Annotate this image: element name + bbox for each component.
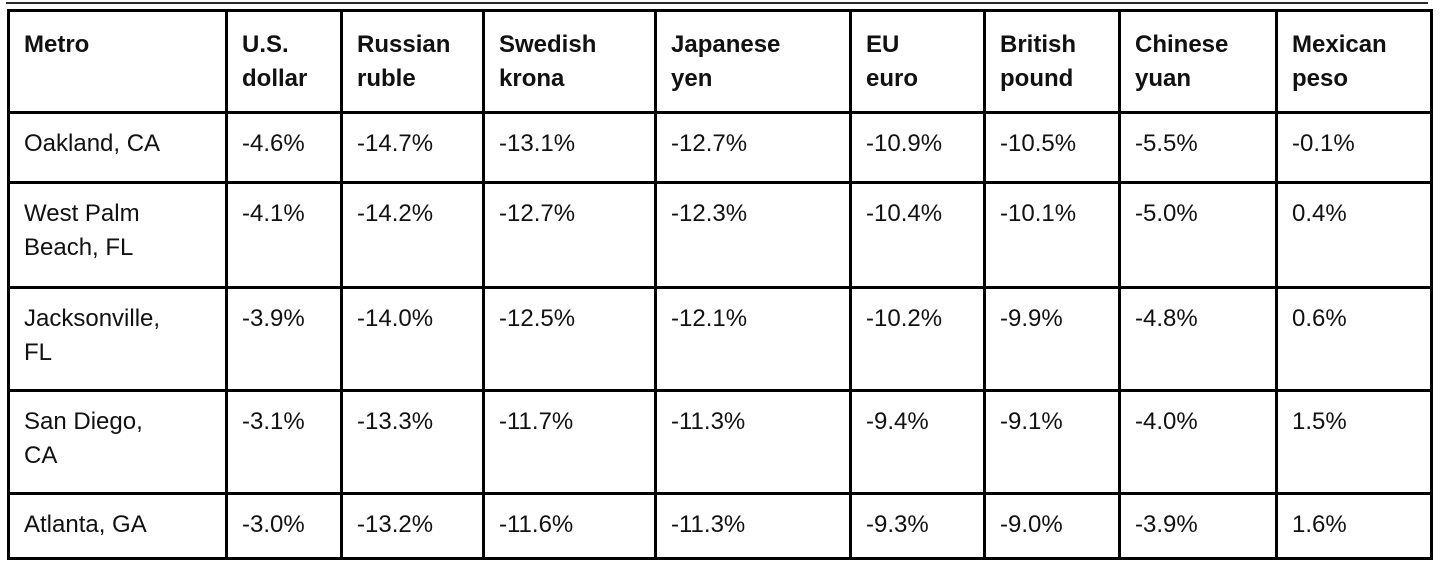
- column-header-metro: Metro: [7, 9, 228, 114]
- value-cell: -5.0%: [1118, 181, 1278, 289]
- value-cell: -10.1%: [983, 181, 1121, 289]
- value-cell: -9.1%: [983, 389, 1121, 495]
- value-cell: 0.6%: [1275, 286, 1433, 392]
- value-cell: -11.6%: [482, 492, 657, 560]
- column-header-british-pound: British pound: [983, 9, 1121, 114]
- table-row-san-diego: San Diego, CA -3.1% -13.3% -11.7% -11.3%…: [7, 389, 1433, 495]
- value-cell: -9.3%: [849, 492, 986, 560]
- value-cell: -10.2%: [849, 286, 986, 392]
- metro-cell: West Palm Beach, FL: [7, 181, 228, 289]
- value-cell: -3.0%: [225, 492, 343, 560]
- table-row-oakland: Oakland, CA -4.6% -14.7% -13.1% -12.7% -…: [7, 111, 1433, 184]
- value-cell: -4.0%: [1118, 389, 1278, 495]
- value-cell: -9.9%: [983, 286, 1121, 392]
- column-header-us-dollar: U.S. dollar: [225, 9, 343, 114]
- table-row-atlanta: Atlanta, GA -3.0% -13.2% -11.6% -11.3% -…: [7, 492, 1433, 560]
- value-cell: 0.4%: [1275, 181, 1433, 289]
- value-cell: -10.5%: [983, 111, 1121, 184]
- value-cell: -9.0%: [983, 492, 1121, 560]
- column-header-swedish-krona: Swedish krona: [482, 9, 657, 114]
- value-cell: -14.2%: [340, 181, 485, 289]
- metro-cell: Atlanta, GA: [7, 492, 228, 560]
- value-cell: -10.4%: [849, 181, 986, 289]
- value-cell: -4.8%: [1118, 286, 1278, 392]
- column-header-japanese-yen: Japanese yen: [654, 9, 852, 114]
- value-cell: -11.7%: [482, 389, 657, 495]
- value-cell: -12.3%: [654, 181, 852, 289]
- value-cell: -10.9%: [849, 111, 986, 184]
- cropped-content-edge: [6, 2, 1428, 4]
- value-cell: -3.1%: [225, 389, 343, 495]
- value-cell: -12.1%: [654, 286, 852, 392]
- value-cell: -12.5%: [482, 286, 657, 392]
- header-row: Metro U.S. dollar Russian ruble Swedish …: [7, 9, 1433, 114]
- table-row-jacksonville: Jacksonville, FL -3.9% -14.0% -12.5% -12…: [7, 286, 1433, 392]
- value-cell: -3.9%: [225, 286, 343, 392]
- value-cell: -4.1%: [225, 181, 343, 289]
- value-cell: -4.6%: [225, 111, 343, 184]
- value-cell: 1.6%: [1275, 492, 1433, 560]
- value-cell: -13.1%: [482, 111, 657, 184]
- value-cell: 1.5%: [1275, 389, 1433, 495]
- metro-cell: San Diego, CA: [7, 389, 228, 495]
- value-cell: -12.7%: [654, 111, 852, 184]
- value-cell: -11.3%: [654, 389, 852, 495]
- value-cell: -14.0%: [340, 286, 485, 392]
- value-cell: -14.7%: [340, 111, 485, 184]
- currency-depreciation-table: Metro U.S. dollar Russian ruble Swedish …: [7, 9, 1433, 560]
- value-cell: -13.3%: [340, 389, 485, 495]
- table-row-west-palm-beach: West Palm Beach, FL -4.1% -14.2% -12.7% …: [7, 181, 1433, 289]
- value-cell: -13.2%: [340, 492, 485, 560]
- value-cell: -0.1%: [1275, 111, 1433, 184]
- value-cell: -3.9%: [1118, 492, 1278, 560]
- column-header-eu-euro: EU euro: [849, 9, 986, 114]
- value-cell: -9.4%: [849, 389, 986, 495]
- value-cell: -5.5%: [1118, 111, 1278, 184]
- column-header-mexican-peso: Mexican peso: [1275, 9, 1433, 114]
- column-header-chinese-yuan: Chinese yuan: [1118, 9, 1278, 114]
- column-header-russian-ruble: Russian ruble: [340, 9, 485, 114]
- value-cell: -11.3%: [654, 492, 852, 560]
- metro-cell: Oakland, CA: [7, 111, 228, 184]
- value-cell: -12.7%: [482, 181, 657, 289]
- metro-cell: Jacksonville, FL: [7, 286, 228, 392]
